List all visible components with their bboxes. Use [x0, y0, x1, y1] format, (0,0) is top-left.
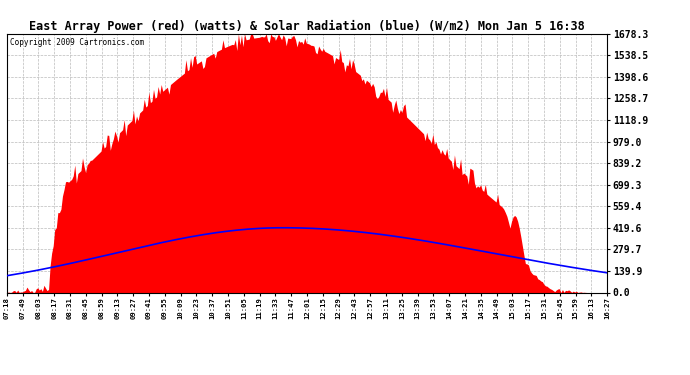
Title: East Array Power (red) (watts) & Solar Radiation (blue) (W/m2) Mon Jan 5 16:38: East Array Power (red) (watts) & Solar R… [29, 20, 585, 33]
Text: Copyright 2009 Cartronics.com: Copyright 2009 Cartronics.com [10, 38, 144, 46]
